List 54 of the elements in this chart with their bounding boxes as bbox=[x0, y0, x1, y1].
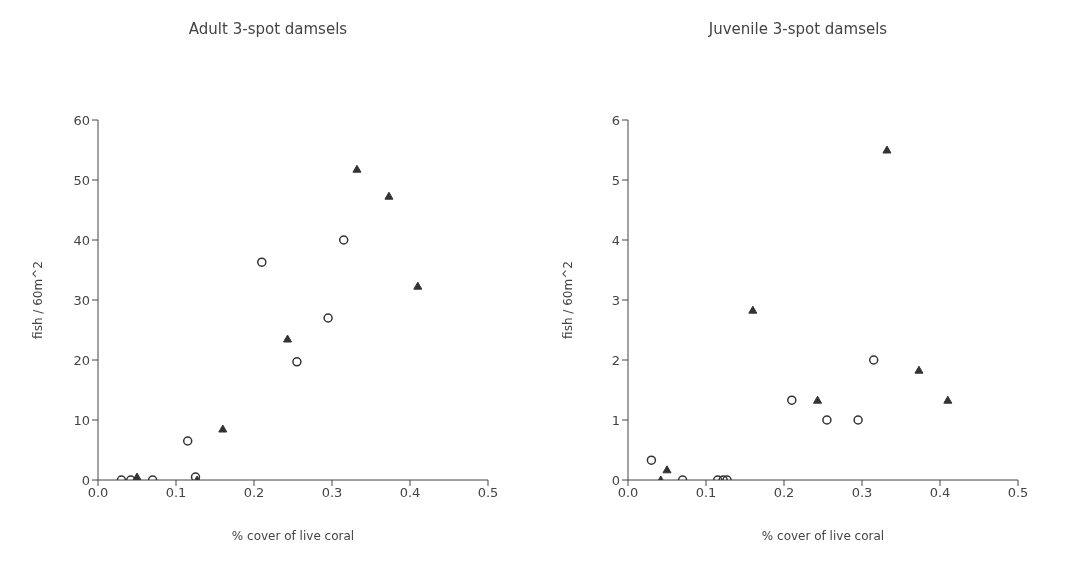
y-tick-label: 10 bbox=[73, 412, 90, 428]
point bbox=[868, 355, 879, 365]
x-tick-label: 0.4 bbox=[929, 485, 951, 501]
point bbox=[646, 455, 657, 465]
x-tick-label: 0.0 bbox=[87, 485, 109, 501]
point bbox=[822, 415, 832, 425]
point bbox=[132, 472, 142, 480]
point bbox=[292, 357, 302, 367]
y-tick-label: 50 bbox=[73, 172, 90, 188]
point bbox=[413, 281, 423, 290]
x-axis-title: % cover of live coral bbox=[761, 529, 885, 543]
point bbox=[662, 465, 672, 474]
y-tick-label: 1 bbox=[611, 412, 620, 428]
point bbox=[384, 191, 394, 200]
x-tick-label: 0.3 bbox=[321, 485, 343, 501]
point bbox=[352, 164, 362, 173]
x-tick-label: 0.3 bbox=[851, 485, 873, 501]
y-tick-label: 4 bbox=[611, 232, 620, 248]
y-axis-title: fish / 60m^2 bbox=[31, 261, 46, 339]
y-tick-label: 0 bbox=[611, 472, 620, 488]
x-axis-title: % cover of live coral bbox=[231, 529, 355, 543]
point bbox=[748, 305, 758, 314]
x-tick-label: 0.5 bbox=[1007, 485, 1029, 501]
point bbox=[218, 424, 228, 433]
chart-title: Juvenile 3-spot damsels bbox=[707, 19, 889, 40]
y-axis-title: fish / 60m^2 bbox=[561, 261, 576, 339]
point bbox=[914, 365, 924, 374]
point bbox=[813, 395, 823, 404]
y-tick-label: 30 bbox=[73, 292, 90, 308]
chart-title: Adult 3-spot damsels bbox=[187, 19, 349, 40]
point bbox=[787, 395, 797, 405]
x-tick-label: 0.1 bbox=[695, 485, 717, 501]
point bbox=[853, 415, 863, 425]
y-tick-label: 0 bbox=[81, 472, 90, 488]
y-tick-label: 2 bbox=[611, 352, 620, 368]
point bbox=[882, 145, 892, 154]
x-tick-label: 0.1 bbox=[165, 485, 187, 501]
point bbox=[943, 395, 953, 404]
y-tick-label: 20 bbox=[73, 352, 90, 368]
x-tick-label: 0.2 bbox=[243, 485, 265, 501]
point bbox=[323, 313, 333, 323]
x-tick-label: 0.2 bbox=[773, 485, 795, 501]
point bbox=[338, 235, 349, 245]
x-tick-label: 0.4 bbox=[399, 485, 421, 501]
x-tick-label: 0.0 bbox=[617, 485, 639, 501]
point bbox=[283, 334, 293, 343]
point bbox=[257, 257, 267, 267]
y-tick-label: 6 bbox=[611, 112, 620, 128]
point bbox=[182, 436, 193, 446]
y-tick-label: 3 bbox=[611, 292, 620, 308]
x-tick-label: 0.5 bbox=[477, 485, 499, 501]
y-tick-label: 5 bbox=[611, 172, 620, 188]
y-tick-label: 40 bbox=[73, 232, 90, 248]
y-tick-label: 60 bbox=[73, 112, 90, 128]
